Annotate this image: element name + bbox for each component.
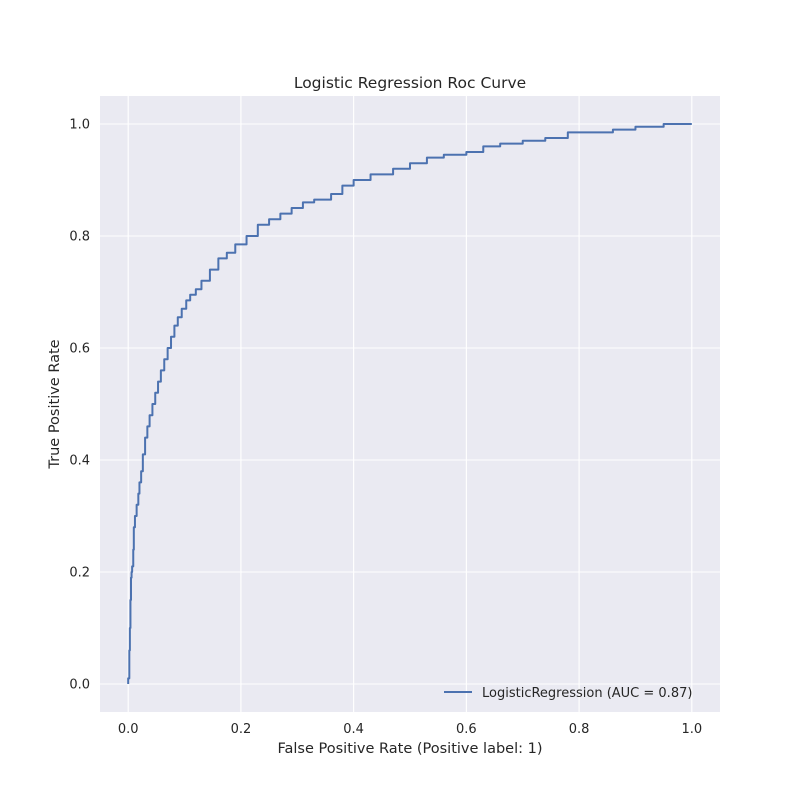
y-tick-labels: 0.0 0.2 0.4 0.6 0.8 1.0 [69, 118, 90, 693]
y-tick-label-4: 0.8 [69, 230, 90, 245]
y-tick-label-2: 0.4 [69, 454, 90, 469]
chart-title: Logistic Regression Roc Curve [294, 74, 526, 92]
y-tick-label-0: 0.0 [69, 678, 90, 693]
grid [100, 96, 720, 712]
y-tick-label-5: 1.0 [69, 118, 90, 133]
x-tick-label-0: 0.0 [118, 722, 139, 737]
plot-background [100, 96, 720, 712]
roc-curve-line-0 [127, 123, 692, 684]
y-tick-label-1: 0.2 [69, 566, 90, 581]
x-tick-label-1: 0.2 [231, 722, 252, 737]
x-tick-labels: 0.0 0.2 0.4 0.6 0.8 1.0 [118, 722, 702, 737]
x-axis-label: False Positive Rate (Positive label: 1) [278, 741, 543, 757]
x-tick-label-2: 0.4 [343, 722, 364, 737]
series-layer [127, 123, 692, 684]
x-tick-label-3: 0.6 [456, 722, 477, 737]
y-axis-label: True Positive Rate [47, 339, 63, 469]
x-tick-label-4: 0.8 [569, 722, 590, 737]
legend-label: LogisticRegression (AUC = 0.87) [482, 686, 692, 701]
x-tick-label-5: 1.0 [681, 722, 702, 737]
y-tick-label-3: 0.6 [69, 342, 90, 357]
legend: LogisticRegression (AUC = 0.87) [444, 686, 692, 701]
